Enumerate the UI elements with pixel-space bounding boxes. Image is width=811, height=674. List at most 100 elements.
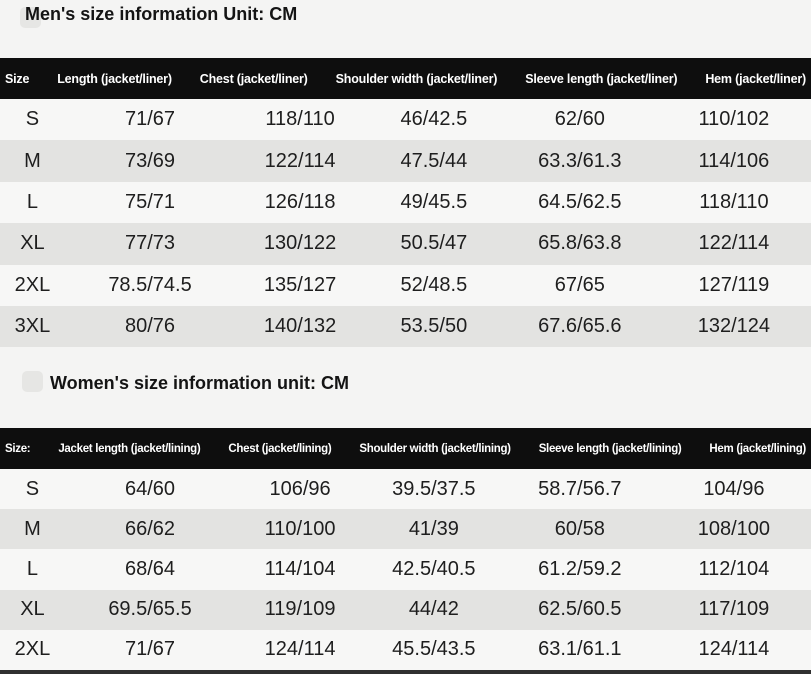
measurement-cell: 132/124 xyxy=(697,315,771,338)
measurement-cell: 71/67 xyxy=(124,638,176,661)
measurement-cell: 75/71 xyxy=(124,190,176,213)
measurement-cell: 114/104 xyxy=(264,557,336,580)
mens-size-table: Size Length (jacket/liner) Chest (jacket/l… xyxy=(0,58,811,348)
measurement-cell: 110/100 xyxy=(264,517,336,540)
table-row: 2XL 71/67 124/114 45.5/43.5 63.1/61.1 124/114 xyxy=(0,629,811,670)
table-header: Size Length (jacket/liner) Chest (jacket/l… xyxy=(0,58,811,99)
table-row: XL 69.5/65.5 119/109 44/42 62.5/60.5 117/109 xyxy=(0,589,811,630)
measurement-cell: 62/60 xyxy=(554,108,605,131)
table-body: S 71/67 118/110 46/42.5 62/60 110/102 M 73/69 12… xyxy=(0,99,811,348)
measurement-cell: 64/60 xyxy=(124,477,176,500)
table-header-cell: Sleeve length (jacket/liner) xyxy=(525,71,678,86)
square-bullet-icon xyxy=(20,7,41,28)
measurement-cell: 47.5/44 xyxy=(400,149,468,172)
table-row: L 68/64 114/104 42.5/40.5 61.2/59.2 112/104 xyxy=(0,549,811,590)
size-cell: 3XL xyxy=(14,315,51,338)
size-cell: L xyxy=(26,557,38,580)
measurement-cell: 67.6/65.6 xyxy=(538,315,622,338)
table-header-cell: Shoulder width (jacket/lining) xyxy=(359,442,511,455)
measurement-cell: 130/122 xyxy=(263,232,337,255)
measurement-cell: 114/106 xyxy=(698,149,770,172)
table-row: S 64/60 106/96 39.5/37.5 58.7/56.7 104/96 xyxy=(0,469,811,510)
measurement-cell: 65.8/63.8 xyxy=(538,232,622,255)
table-header-cell: Chest (jacket/lining) xyxy=(228,442,332,455)
measurement-cell: 53.5/50 xyxy=(400,315,468,338)
measurement-cell: 67/65 xyxy=(554,273,605,296)
cutoff-next-header-strip xyxy=(0,670,811,674)
table-row: M 66/62 110/100 41/39 60/58 108/100 xyxy=(0,509,811,550)
measurement-cell: 80/76 xyxy=(124,315,176,338)
size-cell: XL xyxy=(20,598,45,621)
measurement-cell: 106/96 xyxy=(269,477,331,500)
measurement-cell: 61.2/59.2 xyxy=(538,557,622,580)
table-row: L 75/71 126/118 49/45.5 64.5/62.5 118/110 xyxy=(0,181,811,224)
measurement-cell: 118/110 xyxy=(699,190,769,213)
table-header-cell: Chest (jacket/liner) xyxy=(199,71,308,86)
size-cell: S xyxy=(25,108,40,131)
measurement-cell: 62.5/60.5 xyxy=(538,598,622,621)
table-header-cell: Shoulder width (jacket/liner) xyxy=(335,71,498,86)
size-cell: S xyxy=(25,477,40,500)
table-header-cell: Sleeve length (jacket/lining) xyxy=(538,442,682,455)
table-header-cell: Jacket length (jacket/lining) xyxy=(58,442,201,455)
measurement-cell: 140/132 xyxy=(263,315,337,338)
measurement-cell: 135/127 xyxy=(263,273,337,296)
measurement-cell: 112/104 xyxy=(698,557,770,580)
mens-size-title: Men's size information Unit: CM xyxy=(25,4,298,24)
measurement-cell: 60/58 xyxy=(554,517,605,540)
size-cell: L xyxy=(26,190,38,213)
measurement-cell: 73/69 xyxy=(124,149,176,172)
square-bullet-icon xyxy=(22,371,43,392)
measurement-cell: 78.5/74.5 xyxy=(108,273,192,296)
measurement-cell: 63.3/61.3 xyxy=(538,149,622,172)
womens-size-title: Women's size information unit: CM xyxy=(50,373,349,393)
measurement-cell: 122/114 xyxy=(698,232,770,255)
table-header-cell: Hem (jacket/liner) xyxy=(705,71,806,86)
size-cell: 2XL xyxy=(14,273,51,296)
measurement-cell: 71/67 xyxy=(124,108,176,131)
measurement-cell: 58.7/56.7 xyxy=(538,477,622,500)
table-header-cell: Size xyxy=(5,71,30,86)
measurement-cell: 42.5/40.5 xyxy=(392,557,476,580)
size-cell: M xyxy=(24,517,41,540)
measurement-cell: 104/96 xyxy=(703,477,765,500)
measurement-cell: 119/109 xyxy=(264,598,336,621)
table-row: S 71/67 118/110 46/42.5 62/60 110/102 xyxy=(0,99,811,141)
measurement-cell: 108/100 xyxy=(697,517,771,540)
measurement-cell: 49/45.5 xyxy=(400,190,468,213)
measurement-cell: 124/114 xyxy=(698,638,770,661)
measurement-cell: 110/102 xyxy=(698,108,770,131)
measurement-cell: 127/119 xyxy=(698,273,770,296)
measurement-cell: 50.5/47 xyxy=(400,232,468,255)
measurement-cell: 45.5/43.5 xyxy=(392,638,476,661)
measurement-cell: 44/42 xyxy=(408,598,459,621)
measurement-cell: 39.5/37.5 xyxy=(392,477,476,500)
measurement-cell: 46/42.5 xyxy=(400,108,468,131)
measurement-cell: 64.5/62.5 xyxy=(538,190,622,213)
measurement-cell: 122/114 xyxy=(264,149,336,172)
measurement-cell: 118/110 xyxy=(265,108,335,131)
table-header-cell: Hem (jacket/lining) xyxy=(709,442,806,455)
measurement-cell: 77/73 xyxy=(124,232,176,255)
measurement-cell: 117/109 xyxy=(698,598,770,621)
table-row: XL 77/73 130/122 50.5/47 65.8/63.8 122/114 xyxy=(0,223,811,265)
table-header-cell: Length (jacket/liner) xyxy=(57,71,172,86)
table-row: 3XL 80/76 140/132 53.5/50 67.6/65.6 132/124 xyxy=(0,305,811,348)
measurement-cell: 69.5/65.5 xyxy=(108,598,192,621)
table-row: 2XL 78.5/74.5 135/127 52/48.5 67/65 127/119 xyxy=(0,264,811,306)
table-header: Size: Jacket length (jacket/lining) Chest … xyxy=(0,428,811,469)
measurement-cell: 66/62 xyxy=(124,517,176,540)
measurement-cell: 124/114 xyxy=(264,638,336,661)
measurement-cell: 52/48.5 xyxy=(400,273,468,296)
size-cell: M xyxy=(24,149,41,172)
table-body: S 64/60 106/96 39.5/37.5 58.7/56.7 104/96 M 66/… xyxy=(0,469,811,670)
measurement-cell: 126/118 xyxy=(264,190,336,213)
size-cell: 2XL xyxy=(14,638,51,661)
measurement-cell: 63.1/61.1 xyxy=(538,638,622,661)
womens-size-table: Size: Jacket length (jacket/lining) Chest … xyxy=(0,428,811,670)
table-header-cell: Size: xyxy=(5,442,31,455)
measurement-cell: 41/39 xyxy=(408,517,459,540)
measurement-cell: 68/64 xyxy=(124,557,176,580)
table-row: M 73/69 122/114 47.5/44 63.3/61.3 114/106 xyxy=(0,140,811,182)
